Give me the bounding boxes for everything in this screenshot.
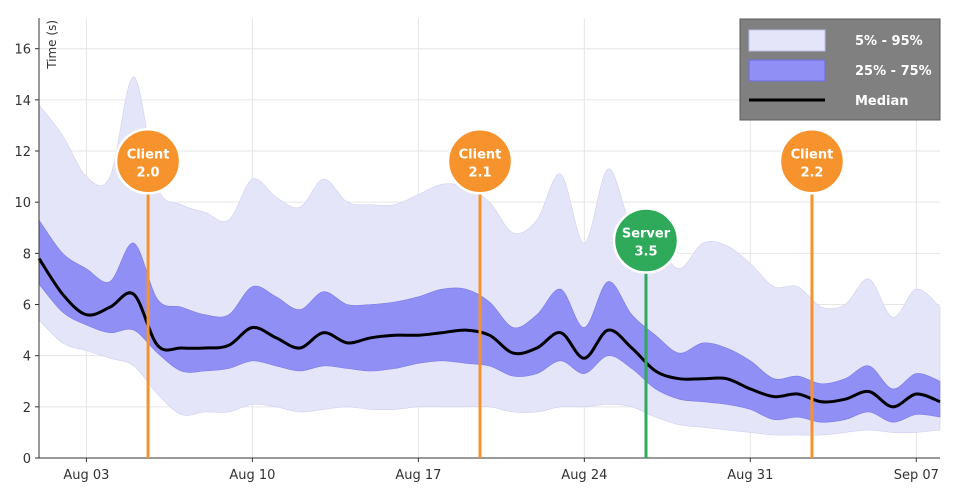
release-marker-version: 2.2 <box>800 165 823 180</box>
legend-label: Median <box>855 94 909 109</box>
release-marker-version: 2.0 <box>137 165 160 180</box>
x-tick-label: Aug 03 <box>63 468 109 483</box>
y-tick-label: 4 <box>23 350 31 365</box>
y-tick-label: 16 <box>14 43 31 58</box>
release-marker-version: 3.5 <box>634 245 657 260</box>
y-tick-label: 12 <box>14 145 31 160</box>
x-tick-label: Aug 10 <box>229 468 275 483</box>
y-tick-label: 10 <box>14 196 31 211</box>
release-marker-type: Server <box>622 227 671 242</box>
release-marker-type: Client <box>127 147 170 162</box>
y-tick-label: 14 <box>14 94 31 109</box>
y-tick-label: 2 <box>23 401 31 416</box>
release-marker-type: Client <box>459 147 502 162</box>
x-tick-label: Aug 31 <box>727 468 773 483</box>
x-tick-label: Aug 24 <box>561 468 607 483</box>
legend-label: 5% - 95% <box>855 34 923 49</box>
x-tick-label: Sep 07 <box>894 468 939 483</box>
x-tick-label: Aug 17 <box>395 468 441 483</box>
y-tick-label: 8 <box>23 247 31 262</box>
y-tick-label: 6 <box>23 299 31 314</box>
release-marker-type: Client <box>791 147 834 162</box>
release-marker-version: 2.1 <box>469 165 492 180</box>
y-axis-title: Time (s) <box>45 20 59 70</box>
legend[interactable]: 5% - 95% 25% - 75% Median <box>740 19 940 120</box>
time-chart: Time (s) 0 2 4 6 8 10 12 14 16 Aug 03 Aug 10 Aug 17… <box>0 0 960 500</box>
legend-swatch <box>749 60 825 81</box>
y-tick-label: 0 <box>23 452 31 467</box>
legend-label: 25% - 75% <box>855 64 932 79</box>
legend-swatch <box>749 30 825 51</box>
